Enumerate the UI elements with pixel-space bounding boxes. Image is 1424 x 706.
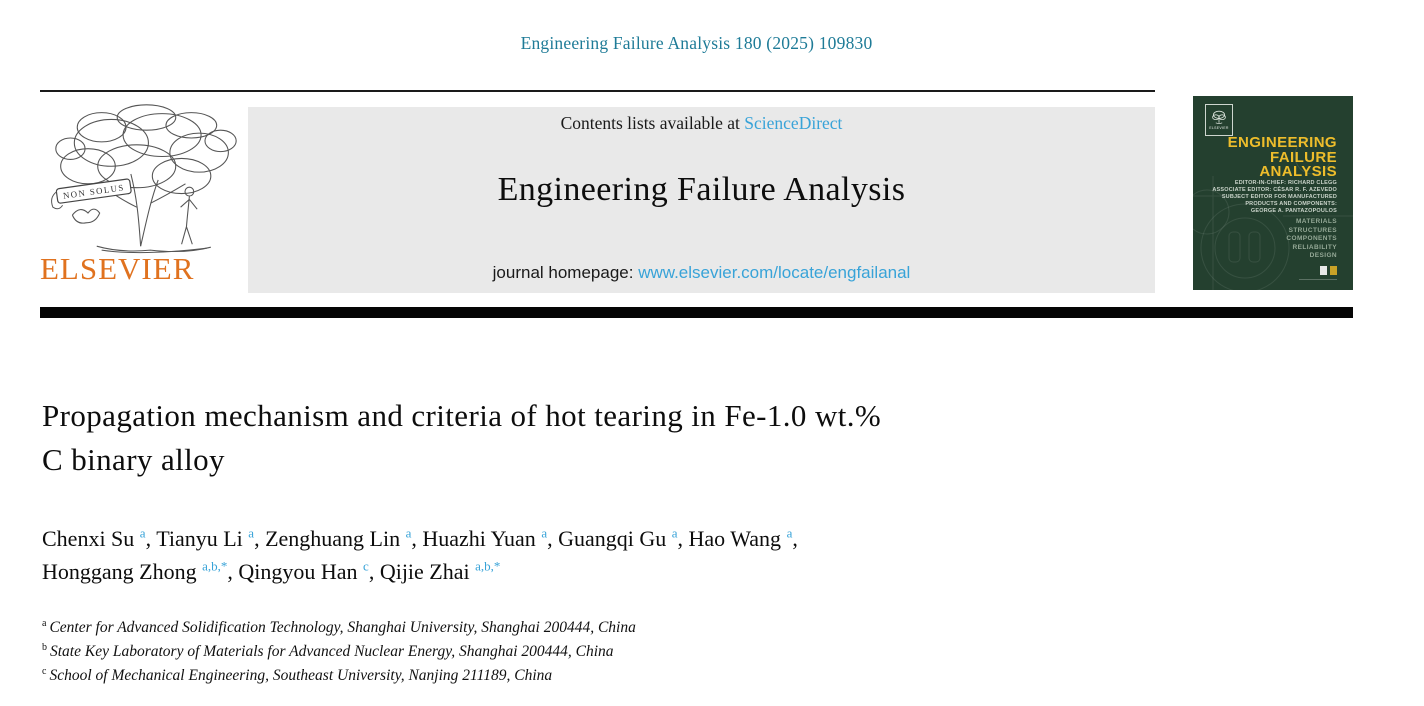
author-affiliation-sup: a,b,* — [202, 558, 228, 574]
affiliation-text: School of Mechanical Engineering, Southe… — [49, 667, 553, 684]
cover-editor-line: ASSOCIATE EDITOR: CÉSAR R. F. AZEVEDO — [1212, 187, 1337, 193]
affiliation-line: a Center for Advanced Solidification Tech… — [42, 616, 1222, 640]
author-name: Zenghuang Lin — [265, 526, 406, 551]
cover-title-line: FAILURE — [1270, 148, 1337, 166]
author-name: Guangqi Gu — [558, 526, 672, 551]
sciencedirect-link[interactable]: ScienceDirect — [744, 113, 843, 133]
cover-editor-line: GEORGE A. PANTAZOPOULOS — [1250, 208, 1337, 214]
affiliation-text: Center for Advanced Solidification Techn… — [49, 619, 636, 636]
author-affiliation-sup: a — [139, 525, 146, 541]
author-name: Huazhi Yuan — [422, 526, 542, 551]
homepage-prefix: journal homepage: — [492, 263, 639, 282]
author-affiliation-sup: c — [363, 558, 369, 574]
cover-underline — [1299, 279, 1337, 280]
author-name: Honggang Zhong — [42, 559, 203, 584]
cover-engineering-drawing — [1193, 137, 1353, 290]
author-name: Chenxi Su — [42, 526, 140, 551]
journal-banner: Contents lists available at ScienceDirec… — [248, 107, 1155, 293]
author-line: Honggang Zhong a,b,*, Qingyou Han c, Qij… — [42, 555, 1222, 588]
cover-keyword-line: DESIGN — [1309, 252, 1337, 259]
article-title-line2: C binary alloy — [42, 442, 225, 477]
elsevier-tree-icon: NON SOLUS — [50, 104, 237, 254]
contents-prefix: Contents lists available at — [560, 113, 745, 133]
homepage-line: journal homepage: www.elsevier.com/locat… — [248, 263, 1155, 283]
article-title: Propagation mechanism and criteria of ho… — [42, 394, 1222, 482]
author-separator: , — [677, 526, 689, 551]
section-divider-bar — [40, 307, 1353, 318]
header-rule — [40, 90, 1155, 92]
author-separator: , — [227, 559, 239, 584]
cover-title: ENGINEERING FAILURE ANALYSIS — [1227, 134, 1337, 180]
cover-editor-line: EDITOR-IN-CHIEF: RICHARD CLEGG — [1234, 180, 1337, 186]
cover-editor-line: PRODUCTS AND COMPONENTS: — [1245, 201, 1337, 207]
author-name: Tianyu Li — [156, 526, 249, 551]
author-list: Chenxi Su a, Tianyu Li a, Zenghuang Lin … — [42, 522, 1222, 588]
affiliation-line: c School of Mechanical Engineering, South… — [42, 664, 1222, 688]
affiliation-sup: c — [42, 665, 47, 677]
cover-mini-tree-icon — [1212, 110, 1226, 124]
cover-editors: EDITOR-IN-CHIEF: RICHARD CLEGG ASSOCIATE … — [1212, 180, 1337, 215]
cover-keyword-line: MATERIALS — [1295, 218, 1337, 225]
author-line: Chenxi Su a, Tianyu Li a, Zenghuang Lin … — [42, 522, 1222, 555]
cover-footer-icons — [1320, 266, 1337, 275]
elsevier-logo: NON SOLUS ELSEVIER — [40, 96, 250, 294]
cover-mini-wordmark: ELSEVIER — [1209, 126, 1229, 130]
author-separator: , — [145, 526, 157, 551]
author-separator: , — [254, 526, 266, 551]
cover-badge-icon — [1330, 266, 1337, 275]
author-separator: , — [792, 526, 798, 551]
author-affiliation-sup: a — [248, 525, 255, 541]
author-separator: , — [368, 559, 380, 584]
homepage-link[interactable]: www.elsevier.com/locate/engfailanal — [638, 263, 911, 282]
journal-title: Engineering Failure Analysis — [497, 171, 906, 208]
cover-title-line: ANALYSIS — [1259, 163, 1337, 180]
affiliation-line: b State Key Laboratory of Materials for A… — [42, 640, 1222, 664]
contents-line: Contents lists available at ScienceDirec… — [248, 113, 1155, 134]
author-affiliation-sup: a — [541, 525, 548, 541]
cover-keyword-line: COMPONENTS — [1286, 235, 1337, 242]
author-separator: , — [547, 526, 559, 551]
journal-citation: Engineering Failure Analysis 180 (2025) … — [520, 33, 873, 53]
cover-publisher-icon — [1320, 266, 1327, 275]
author-affiliation-sup: a — [405, 525, 412, 541]
cover-elsevier-mini-logo: ELSEVIER — [1205, 104, 1233, 136]
cover-keyword-line: RELIABILITY — [1292, 243, 1337, 251]
author-name: Hao Wang — [688, 526, 787, 551]
author-affiliation-sup: a — [671, 525, 678, 541]
author-affiliation-sup: a — [786, 525, 793, 541]
cover-keywords: MATERIALS STRUCTURES COMPONENTS RELIABILITY… — [1286, 218, 1337, 261]
author-name: Qijie Zhai — [379, 559, 476, 584]
journal-cover-thumbnail[interactable]: ELSEVIER ENGINEERING FAILURE ANALYSIS EDIT… — [1193, 96, 1353, 290]
cover-title-line: ENGINEERING — [1227, 134, 1337, 151]
affiliation-text: State Key Laboratory of Materials for Ad… — [50, 643, 614, 660]
affiliation-sup: a — [42, 617, 47, 629]
author-separator: , — [411, 526, 423, 551]
cover-keyword-line: STRUCTURES — [1288, 226, 1337, 234]
cover-editor-line: SUBJECT EDITOR FOR MANUFACTURED — [1221, 194, 1337, 200]
author-affiliation-sup: a,b,* — [475, 558, 501, 574]
author-name: Qingyou Han — [238, 559, 364, 584]
affiliation-list: a Center for Advanced Solidification Tech… — [42, 616, 1222, 688]
affiliation-sup: b — [42, 641, 47, 653]
elsevier-wordmark: ELSEVIER — [40, 251, 195, 286]
article-title-line1: Propagation mechanism and criteria of ho… — [42, 398, 882, 433]
